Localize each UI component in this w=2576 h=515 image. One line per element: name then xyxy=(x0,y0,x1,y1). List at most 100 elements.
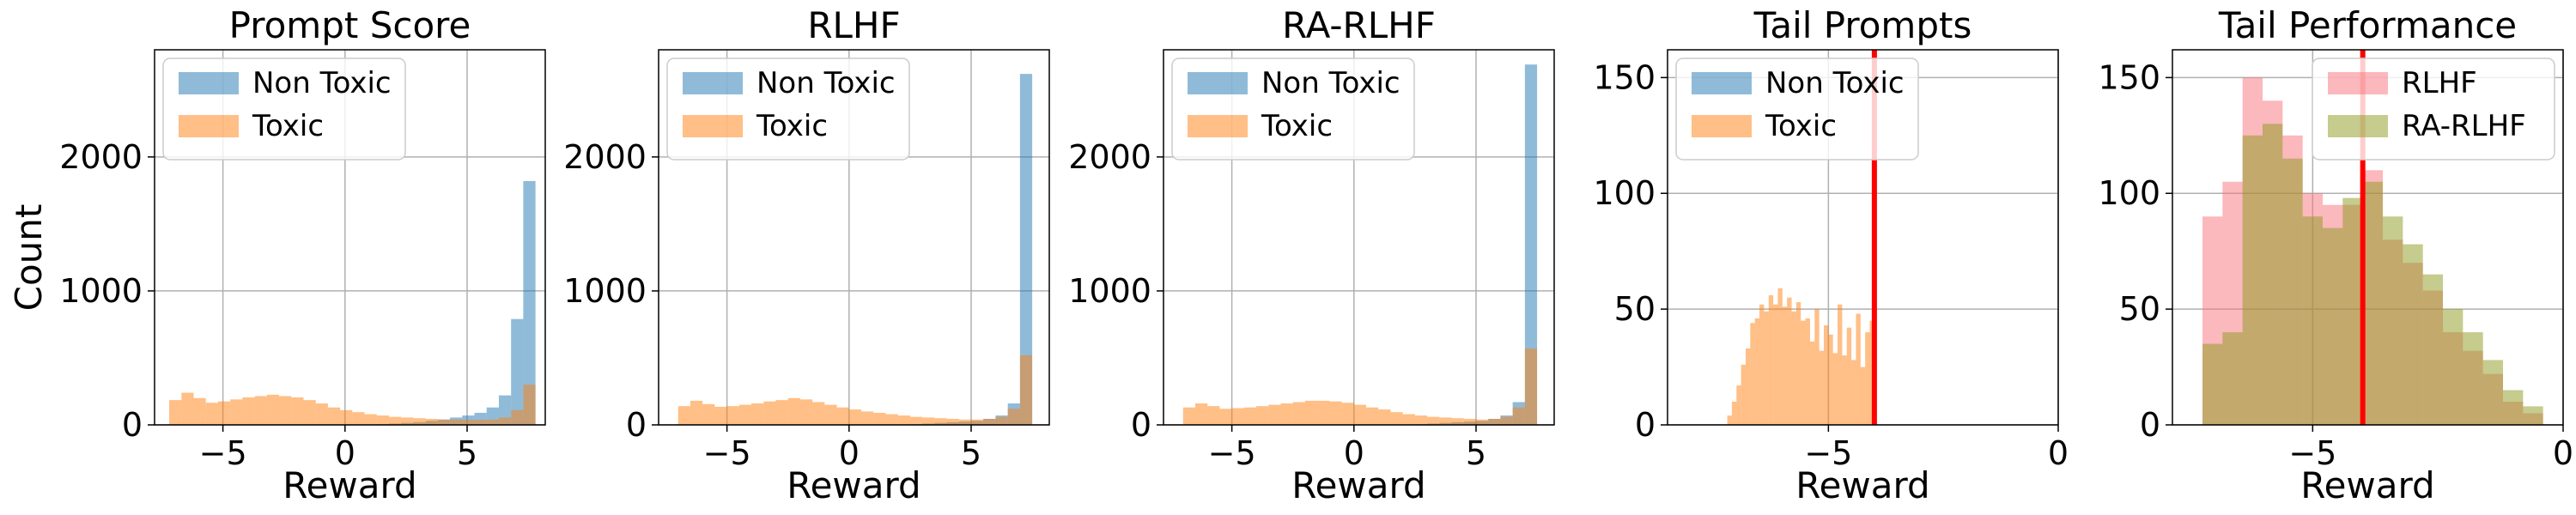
x-tick-label: −5 xyxy=(199,434,247,472)
histogram-bar-toxic xyxy=(1414,415,1428,425)
y-tick-label: 50 xyxy=(2119,290,2160,328)
histogram-bar-ra-rlhf xyxy=(2422,274,2443,425)
histogram-bar-toxic xyxy=(909,416,923,425)
histogram-bar-toxic xyxy=(824,404,837,425)
histogram-bar-toxic xyxy=(1007,409,1020,425)
histogram-bar-non-toxic xyxy=(511,318,524,425)
x-tick-label: 5 xyxy=(961,434,981,472)
legend-label: RLHF xyxy=(2402,66,2477,100)
histogram-bar-toxic xyxy=(1304,400,1318,425)
x-tick-label: −5 xyxy=(703,434,751,472)
histogram-bar-toxic xyxy=(1777,288,1783,425)
histogram-bar-toxic xyxy=(254,396,267,425)
histogram-bar-ra-rlhf xyxy=(2302,216,2323,425)
histogram-bar-toxic xyxy=(1243,407,1257,425)
histogram-bar-toxic xyxy=(1787,297,1792,425)
chart-title: RA-RLHF xyxy=(1282,4,1436,46)
legend-label: Non Toxic xyxy=(756,66,896,100)
histogram-bar-toxic xyxy=(511,409,524,425)
histogram-bar-ra-rlhf xyxy=(2362,181,2383,425)
y-tick-label: 2000 xyxy=(563,138,647,176)
x-axis-label: Reward xyxy=(1795,464,1929,506)
histogram-bar-toxic xyxy=(1824,325,1829,425)
histogram-bar-toxic xyxy=(1194,403,1208,425)
histogram-bar-toxic xyxy=(217,401,231,425)
legend-swatch xyxy=(179,72,239,94)
x-tick-label: −5 xyxy=(1804,434,1852,472)
histogram-bar-toxic xyxy=(389,416,402,425)
histogram-bar-toxic xyxy=(279,396,292,425)
histogram-bar-toxic xyxy=(462,420,475,425)
x-tick-label: 0 xyxy=(1344,434,1364,472)
y-tick-label: 2000 xyxy=(1068,138,1151,176)
histogram-bar-toxic xyxy=(230,399,243,425)
y-tick-label: 1000 xyxy=(59,272,143,310)
histogram-bar-toxic xyxy=(1451,418,1464,425)
histogram-bar-ra-rlhf xyxy=(2463,332,2483,425)
x-axis-label: Reward xyxy=(1291,464,1425,506)
histogram-bar-toxic xyxy=(1182,407,1195,425)
histogram-bar-toxic xyxy=(1731,402,1737,425)
histogram-bar-toxic xyxy=(1256,406,1269,425)
chart-panel-2: −5 0 5 0 1000 2000 RLHF Reward Non Toxic Toxic xyxy=(563,4,1050,506)
histogram-bar-toxic xyxy=(690,400,703,425)
histogram-bar-toxic xyxy=(1476,419,1489,425)
histogram-bar-toxic xyxy=(291,397,304,425)
histogram-bar-toxic xyxy=(486,419,499,425)
histogram-bar-toxic xyxy=(1746,348,1751,425)
histogram-bar-toxic xyxy=(1741,364,1746,425)
plot-frame xyxy=(154,49,546,426)
histogram-bar-toxic xyxy=(1019,354,1033,425)
chart-panel-3: −5 0 5 0 1000 2000 RA-RLHF Reward Non Toxic Toxic xyxy=(1068,4,1555,506)
histogram-bar-toxic xyxy=(1768,294,1774,425)
x-tick-label: 5 xyxy=(457,434,477,472)
y-tick-label: 1000 xyxy=(563,272,647,310)
histogram-bar-toxic xyxy=(799,399,813,425)
legend: Non Toxic Toxic xyxy=(1675,58,1919,161)
histogram-bar-toxic xyxy=(836,407,849,425)
histogram-bar-toxic xyxy=(1736,385,1741,425)
legend: RLHF RA-RLHF xyxy=(2312,58,2555,161)
histogram-bar-toxic xyxy=(1329,401,1342,425)
histogram-bar-toxic xyxy=(1402,414,1415,425)
histogram-bar-ra-rlhf xyxy=(2282,158,2303,426)
histogram-bar-toxic xyxy=(1838,304,1843,425)
y-tick-label: 0 xyxy=(1131,406,1151,444)
histogram-bar-ra-rlhf xyxy=(2503,390,2524,425)
histogram-bar-toxic xyxy=(971,419,984,425)
histogram-bar-toxic xyxy=(1809,341,1815,425)
histogram-bar-toxic xyxy=(1856,313,1861,425)
histogram-bar-ra-rlhf xyxy=(2443,309,2464,425)
histogram-bar-toxic xyxy=(751,403,764,425)
histogram-bar-ra-rlhf xyxy=(2323,227,2343,425)
histogram-bar-toxic xyxy=(1292,402,1305,425)
histogram-bar-toxic xyxy=(946,418,959,425)
histogram-bar-toxic xyxy=(1500,416,1513,425)
plot-frame xyxy=(1667,49,2059,426)
histogram-bar-toxic xyxy=(1851,360,1856,425)
x-tick-label: 5 xyxy=(1466,434,1486,472)
plot-frame xyxy=(2172,49,2564,426)
y-tick-label: 2000 xyxy=(59,138,143,176)
histogram-bar-toxic xyxy=(181,392,194,425)
histogram-bar-toxic xyxy=(1846,327,1852,425)
histogram-bar-ra-rlhf xyxy=(2242,135,2263,425)
histogram-bar-ra-rlhf xyxy=(2383,216,2403,425)
y-tick-label: 1000 xyxy=(1068,272,1151,310)
histogram-bar-toxic xyxy=(1317,400,1330,425)
histogram-bar-ra-rlhf xyxy=(2403,244,2423,425)
histogram-bar-ra-rlhf xyxy=(2482,360,2503,425)
histogram-bar-toxic xyxy=(1207,406,1220,425)
histogram-bar-toxic xyxy=(1231,408,1244,425)
legend-swatch xyxy=(2328,72,2388,94)
histogram-bar-toxic xyxy=(1773,304,1778,425)
histogram-bar-toxic xyxy=(714,406,727,425)
histogram-bar-toxic xyxy=(1341,403,1354,425)
histogram-bar-toxic xyxy=(1759,304,1765,425)
plot-frame xyxy=(1163,49,1555,426)
histogram-bar-toxic xyxy=(242,397,255,425)
histogram-bar-toxic xyxy=(523,385,536,425)
bars xyxy=(169,180,536,425)
y-tick-label: 0 xyxy=(1635,406,1656,444)
chart-panel-4: −5 0 0 50 100 150 Tail Prompts Reward Non Toxic T… xyxy=(1593,4,2069,506)
